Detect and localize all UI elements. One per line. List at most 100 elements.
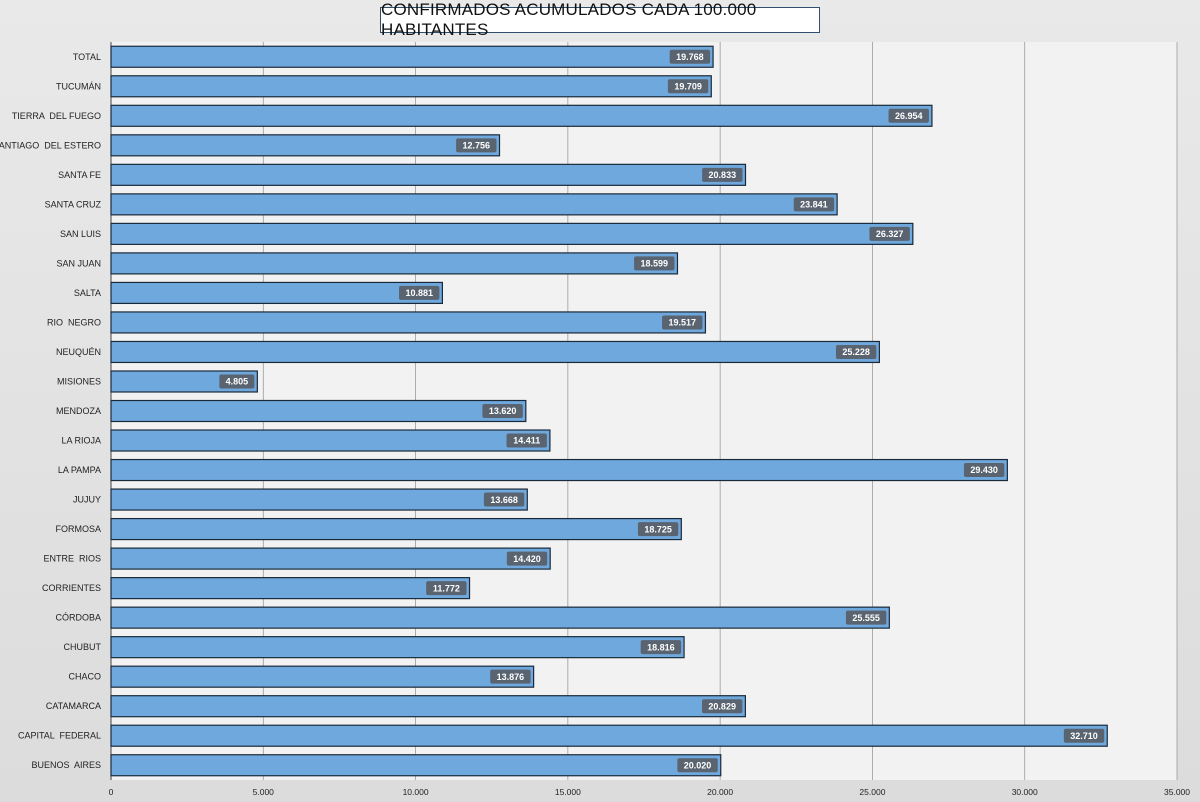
data-label-bg — [702, 167, 743, 182]
data-label: 32.710 — [1070, 731, 1098, 741]
bar — [110, 695, 746, 718]
data-label: 26.327 — [876, 229, 904, 239]
x-tick-label: 30.000 — [1012, 787, 1038, 797]
bar — [110, 134, 501, 157]
bar — [110, 724, 1108, 747]
category-label: RIO NEGRO — [47, 317, 101, 327]
category-label: CATAMARCA — [46, 701, 101, 711]
bar — [110, 517, 682, 541]
data-label-bg — [483, 492, 525, 507]
data-label: 19.517 — [668, 318, 696, 328]
category-label: CHUBUT — [64, 642, 102, 652]
data-label-bg — [835, 344, 877, 359]
data-label: 20.833 — [709, 170, 737, 180]
x-tick-label: 20.000 — [707, 787, 733, 797]
bars: 19.768 19.709 26.954 12.756 20.833 23.841 26.3… — [110, 45, 1108, 777]
category-label: MENDOZA — [56, 406, 101, 416]
data-label: 23.841 — [800, 200, 828, 210]
data-label-bg — [667, 79, 709, 94]
data-label: 29.430 — [970, 465, 998, 475]
data-label: 13.876 — [497, 672, 525, 682]
category-label: CHACO — [68, 672, 101, 682]
data-label: 11.772 — [433, 583, 460, 593]
category-label: SANTA FE — [58, 170, 101, 180]
bar — [110, 577, 471, 600]
data-label-bg — [677, 758, 718, 773]
bar — [110, 458, 1008, 482]
bar — [110, 399, 527, 423]
bar — [110, 104, 933, 127]
category-label: TIERRA DEL FUEGO — [12, 111, 101, 121]
x-tick-label: 0 — [109, 787, 114, 797]
bar — [110, 429, 551, 452]
data-label: 20.020 — [684, 760, 712, 770]
data-label: 18.816 — [647, 642, 675, 652]
data-label-bg — [399, 285, 440, 300]
data-label-bg — [490, 669, 531, 684]
bar — [110, 281, 444, 305]
data-label-bg — [637, 522, 679, 537]
bar — [110, 754, 722, 777]
data-label-bg — [869, 226, 910, 241]
category-label: CAPITAL FEDERAL — [18, 731, 101, 741]
data-label: 14.420 — [513, 554, 541, 564]
data-label: 19.709 — [674, 81, 702, 91]
data-label-bg — [506, 551, 548, 566]
bar — [110, 547, 551, 570]
data-label-bg — [640, 640, 682, 655]
category-label: TOTAL — [73, 52, 101, 62]
x-tick-label: 5.000 — [253, 787, 275, 797]
bar — [110, 252, 679, 275]
data-label-bg — [793, 197, 835, 212]
category-label: SAN JUAN — [56, 258, 101, 268]
bar — [110, 45, 714, 68]
category-label: CORRIENTES — [42, 583, 101, 593]
category-label: MISIONES — [57, 376, 101, 386]
bar — [110, 606, 890, 629]
category-labels: TOTAL TUCUMÁN TIERRA DEL FUEGO SANTIAGO DEL… — [0, 52, 102, 770]
category-label: SANTA CRUZ — [45, 199, 102, 209]
category-label: SALTA — [74, 288, 101, 298]
data-label-bg — [634, 256, 675, 271]
data-label-bg — [456, 138, 497, 153]
data-label-bg — [219, 374, 255, 389]
bar — [110, 75, 712, 98]
category-label: CÓRDOBA — [55, 613, 101, 623]
data-label: 19.768 — [676, 52, 704, 62]
data-label: 10.881 — [405, 288, 433, 298]
x-tick-label: 15.000 — [555, 787, 581, 797]
bar — [110, 636, 685, 659]
category-label: LA RIOJA — [61, 436, 101, 446]
data-label-bg — [506, 433, 547, 448]
category-label: BUENOS AIRES — [31, 760, 101, 770]
data-label: 4.805 — [226, 377, 249, 387]
data-label-bg — [482, 404, 523, 418]
data-label: 25.228 — [842, 347, 870, 357]
category-label: SANTIAGO DEL ESTERO — [0, 140, 101, 150]
bar — [110, 193, 838, 216]
bar — [110, 340, 880, 364]
category-label: FORMOSA — [55, 524, 101, 534]
x-tick-label: 25.000 — [859, 787, 885, 797]
x-tick-label: 10.000 — [403, 787, 429, 797]
data-label-bg — [701, 699, 743, 714]
category-label: NEUQUÉN — [56, 347, 101, 357]
data-label-bg — [426, 581, 467, 596]
data-label: 25.555 — [852, 613, 880, 623]
data-label: 26.954 — [895, 111, 923, 121]
category-label: ENTRE RIOS — [43, 554, 101, 564]
bar — [110, 311, 707, 334]
x-axis-ticks: 0 5.000 10.000 15.000 20.000 25.000 30.000 35.0… — [109, 787, 1191, 797]
category-label: LA PAMPA — [58, 465, 101, 475]
bar — [110, 488, 528, 511]
data-label: 20.829 — [708, 701, 736, 711]
category-label: TUCUMÁN — [56, 81, 101, 91]
bar — [110, 163, 747, 186]
data-label-bg — [888, 108, 929, 123]
data-label: 18.599 — [641, 259, 669, 269]
data-label-bg — [669, 49, 711, 64]
bar — [110, 665, 535, 688]
data-label: 18.725 — [644, 524, 672, 534]
data-label-bg — [1063, 728, 1105, 743]
